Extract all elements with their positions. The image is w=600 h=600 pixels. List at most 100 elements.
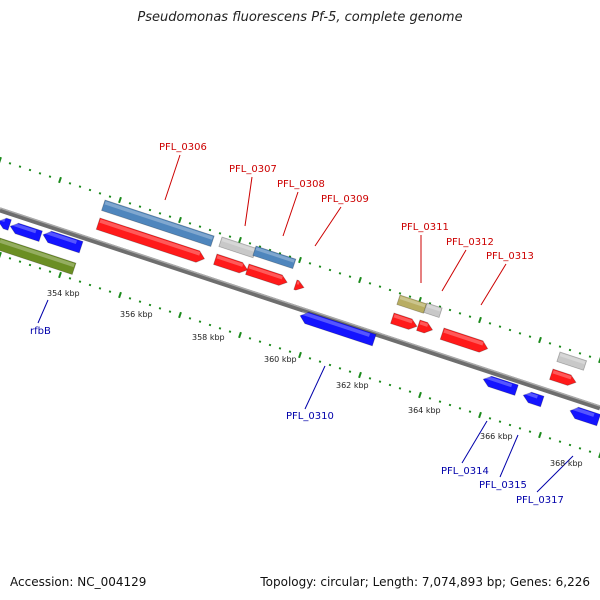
cds-pfl-0316 xyxy=(549,368,577,386)
minor-tick xyxy=(208,228,212,232)
gene-label-pfl-0306[interactable]: PFL_0306 xyxy=(159,142,207,153)
map-title: Pseudomonas fluorescens Pf-5, complete g… xyxy=(137,10,463,25)
genome-backbone xyxy=(0,207,600,411)
feature-grey-1-shape xyxy=(218,236,257,259)
minor-tick xyxy=(138,300,142,303)
minor-tick xyxy=(568,443,572,447)
cds-reverse-b-shape xyxy=(9,222,43,242)
feature-green-rfbb-shine xyxy=(0,239,75,268)
gene-labels: PFL_0306 PFL_0307 PFL_0308 PFL_0309 PFL_… xyxy=(30,142,564,506)
scale-label-364: 364 kbp xyxy=(408,406,441,415)
gene-label-pfl-0313[interactable]: PFL_0313 xyxy=(486,251,534,262)
major-tick xyxy=(298,256,302,264)
minor-tick xyxy=(398,387,402,390)
feature-grey-3-shape xyxy=(556,351,588,371)
minor-tick xyxy=(508,328,512,332)
cds-pfl-0309-shape xyxy=(293,279,305,291)
minor-tick xyxy=(318,265,322,268)
minor-tick xyxy=(68,277,72,280)
leader-pfl-0315 xyxy=(499,434,519,478)
gene-label-pfl-0312[interactable]: PFL_0312 xyxy=(446,237,494,248)
minor-tick xyxy=(258,340,262,343)
major-tick xyxy=(178,311,182,319)
minor-tick xyxy=(338,272,342,275)
gene-label-rfbb[interactable]: rfbB xyxy=(30,326,51,337)
cds-pfl-0313-shape xyxy=(439,327,489,353)
genome-stats-text: Topology: circular; Length: 7,074,893 bp… xyxy=(260,575,590,589)
cds-pfl-0317 xyxy=(569,406,600,427)
minor-tick xyxy=(578,352,582,355)
minor-tick xyxy=(588,450,592,453)
minor-tick xyxy=(18,260,22,263)
cds-pfl-0311 xyxy=(390,312,418,330)
gene-label-pfl-0315[interactable]: PFL_0315 xyxy=(479,480,527,491)
minor-tick xyxy=(288,350,292,353)
cds-pfl-0317-shape xyxy=(569,406,600,427)
cds-pfl-0308-shape xyxy=(245,263,288,286)
gene-label-pfl-0310[interactable]: PFL_0310 xyxy=(286,411,334,422)
cds-pfl-0306-shape xyxy=(95,217,206,263)
leader-pfl-0312 xyxy=(441,249,467,292)
minor-tick xyxy=(228,330,232,333)
minor-tick xyxy=(188,317,192,320)
leader-pfl-0317 xyxy=(536,455,574,493)
cds-pfl-0314-shine xyxy=(484,375,513,388)
major-tick xyxy=(538,336,542,344)
feature-steelblue-large-shine xyxy=(104,201,213,240)
gene-label-pfl-0314[interactable]: PFL_0314 xyxy=(441,466,489,477)
minor-tick xyxy=(128,202,132,205)
cds-pfl-0306-shine xyxy=(99,219,201,256)
minor-tick xyxy=(548,342,552,345)
minor-tick xyxy=(558,345,562,348)
minor-tick xyxy=(78,280,82,283)
minor-tick xyxy=(408,295,412,298)
cds-pfl-0317-shine xyxy=(571,406,595,417)
feature-track xyxy=(0,199,600,427)
gene-label-pfl-0309[interactable]: PFL_0309 xyxy=(321,194,369,205)
cds-reverse-c-shine xyxy=(44,230,77,245)
minor-tick xyxy=(148,303,152,307)
minor-tick xyxy=(328,268,332,272)
major-tick xyxy=(418,391,422,399)
major-tick xyxy=(538,431,542,439)
minor-tick xyxy=(448,308,452,312)
gene-label-pfl-0308[interactable]: PFL_0308 xyxy=(277,179,325,190)
minor-tick xyxy=(98,192,102,195)
minor-tick xyxy=(208,323,212,327)
feature-grey-1-shine xyxy=(221,238,255,252)
minor-tick xyxy=(308,262,312,265)
cds-pfl-0309-shine xyxy=(296,281,300,285)
leader-pfl-0313 xyxy=(480,263,507,306)
major-tick xyxy=(58,176,62,184)
major-tick xyxy=(478,316,482,324)
minor-tick xyxy=(518,427,522,430)
minor-tick xyxy=(8,162,12,165)
minor-tick xyxy=(48,270,52,273)
gene-label-pfl-0311[interactable]: PFL_0311 xyxy=(401,222,449,233)
minor-tick xyxy=(138,205,142,208)
minor-tick xyxy=(268,343,272,347)
leader-pfl-0310 xyxy=(304,365,326,410)
genome-backbone-highlight xyxy=(0,207,600,407)
gene-label-pfl-0307[interactable]: PFL_0307 xyxy=(229,164,277,175)
minor-tick xyxy=(108,290,112,293)
minor-tick xyxy=(308,357,312,360)
gene-label-pfl-0317[interactable]: PFL_0317 xyxy=(516,495,564,506)
cds-pfl-0313 xyxy=(439,327,489,353)
minor-tick xyxy=(368,282,372,285)
minor-tick xyxy=(248,337,252,340)
feature-steelblue-small-shine xyxy=(255,247,295,263)
minor-tick xyxy=(198,320,202,323)
minor-tick xyxy=(488,417,492,420)
feature-steelblue-large xyxy=(101,199,215,247)
major-tick xyxy=(598,451,600,459)
major-tick xyxy=(118,196,122,204)
minor-tick xyxy=(108,195,112,198)
accession-text: Accession: NC_004129 xyxy=(10,575,147,589)
major-tick xyxy=(598,356,600,364)
minor-tick xyxy=(88,188,92,192)
leader-pfl-0314 xyxy=(461,420,488,464)
leader-rfbb xyxy=(37,299,49,324)
cds-reverse-b xyxy=(9,222,43,242)
